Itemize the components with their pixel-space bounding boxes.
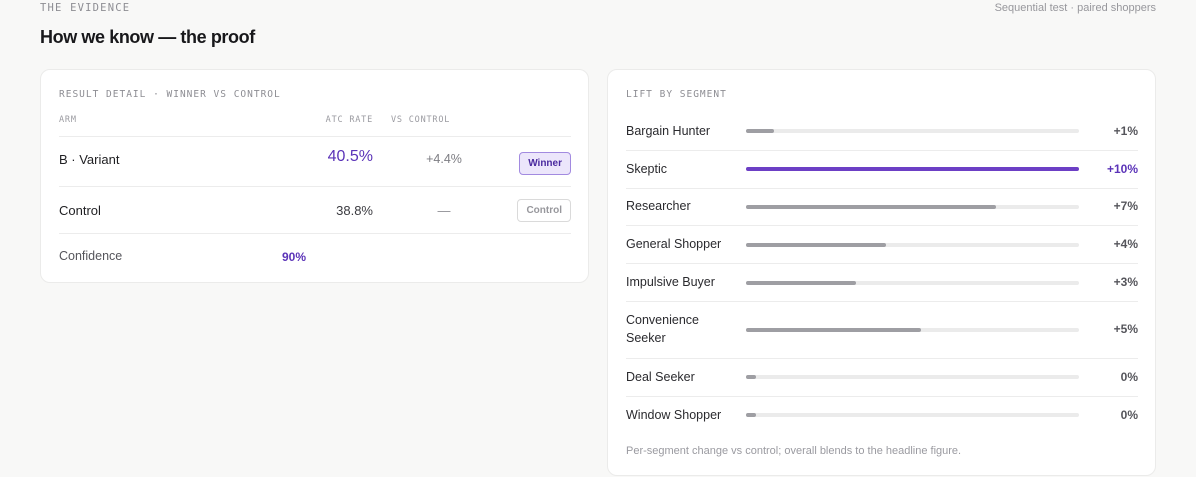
segment-label: Bargain Hunter — [626, 124, 711, 138]
column-header-atc-rate: ATC RATE — [325, 115, 373, 125]
segment-lift-value: +5% — [1113, 322, 1138, 336]
test-meta: Sequential test · paired shoppers — [994, 2, 1156, 14]
segment-bar-track — [746, 328, 1079, 332]
segment-lift-value: +7% — [1113, 199, 1138, 213]
table-row-control: Control 38.8% — Control — [59, 187, 571, 234]
segment-bar-fill — [746, 281, 856, 285]
segment-bar-fill — [746, 205, 996, 209]
segment-bar-track — [746, 281, 1079, 285]
arm-name: Control — [59, 203, 101, 218]
segment-lift-value: 0% — [1120, 408, 1138, 422]
segment-lift-value: +10% — [1106, 162, 1138, 176]
segment-bar-fill — [746, 243, 886, 247]
segment-lift-value: +4% — [1113, 237, 1138, 251]
lift-by-segment-label: LIFT BY SEGMENT — [626, 89, 727, 100]
column-header-vs-control: VS CONTROL — [391, 115, 451, 125]
segment-row: General Shopper +4% — [626, 226, 1138, 264]
confidence-label: Confidence — [59, 249, 123, 263]
segment-lift-value: 0% — [1120, 370, 1138, 384]
result-table-header: ARM ATC RATE VS CONTROL — [59, 114, 571, 137]
segment-bar-fill — [746, 167, 1079, 171]
segment-lift-value: +1% — [1113, 124, 1138, 138]
segment-row: Skeptic +10% — [626, 151, 1138, 189]
segment-lift-value: +3% — [1113, 275, 1138, 289]
result-detail-card: RESULT DETAIL · WINNER VS CONTROL ARM AT… — [40, 69, 589, 283]
segment-bar-track — [746, 129, 1079, 133]
segment-label: Researcher — [626, 199, 691, 213]
vs-control-value: +4.4% — [426, 152, 462, 166]
atc-rate-value: 40.5% — [327, 148, 373, 165]
segment-label: Deal Seeker — [626, 370, 695, 384]
winner-badge: Winner — [519, 152, 571, 175]
segment-row: Impulsive Buyer +3% — [626, 264, 1138, 302]
table-row-variant: B · Variant 40.5% +4.4% Winner — [59, 136, 571, 187]
confidence-row: Confidence 90% — [59, 234, 571, 264]
segment-row: Deal Seeker 0% — [626, 359, 1138, 397]
result-detail-label: RESULT DETAIL · WINNER VS CONTROL — [59, 89, 281, 100]
segment-bar-track — [746, 413, 1079, 417]
segment-bar-fill — [746, 129, 775, 133]
section-eyebrow: THE EVIDENCE — [40, 2, 131, 14]
segment-bar-fill — [746, 413, 756, 417]
segment-label: Convenience Seeker — [626, 313, 699, 345]
segment-bar-track — [746, 205, 1079, 209]
segment-row: Researcher +7% — [626, 189, 1138, 226]
segment-row: Convenience Seeker +5% — [626, 302, 1138, 359]
segment-label: Skeptic — [626, 162, 667, 176]
segment-label: General Shopper — [626, 237, 722, 251]
segment-bar-fill — [746, 375, 756, 379]
segment-label: Window Shopper — [626, 408, 722, 422]
lift-by-segment-card: LIFT BY SEGMENT Bargain Hunter +1% Skept… — [607, 69, 1156, 476]
segment-footnote: Per-segment change vs control; overall b… — [626, 445, 962, 457]
column-header-arm: ARM — [59, 115, 77, 125]
vs-control-value: — — [437, 203, 451, 218]
atc-rate-value: 38.8% — [336, 203, 373, 218]
segment-row: Window Shopper 0% — [626, 397, 1138, 434]
segment-bar-fill — [746, 328, 921, 332]
segment-row: Bargain Hunter +1% — [626, 113, 1138, 151]
control-badge: Control — [517, 199, 571, 222]
page-title: How we know — the proof — [40, 27, 255, 47]
confidence-value: 90% — [282, 250, 307, 264]
arm-name: B · Variant — [59, 152, 120, 167]
segment-bar-track — [746, 167, 1079, 171]
segment-label: Impulsive Buyer — [626, 275, 715, 289]
segment-bar-track — [746, 243, 1079, 247]
segment-bar-track — [746, 375, 1079, 379]
